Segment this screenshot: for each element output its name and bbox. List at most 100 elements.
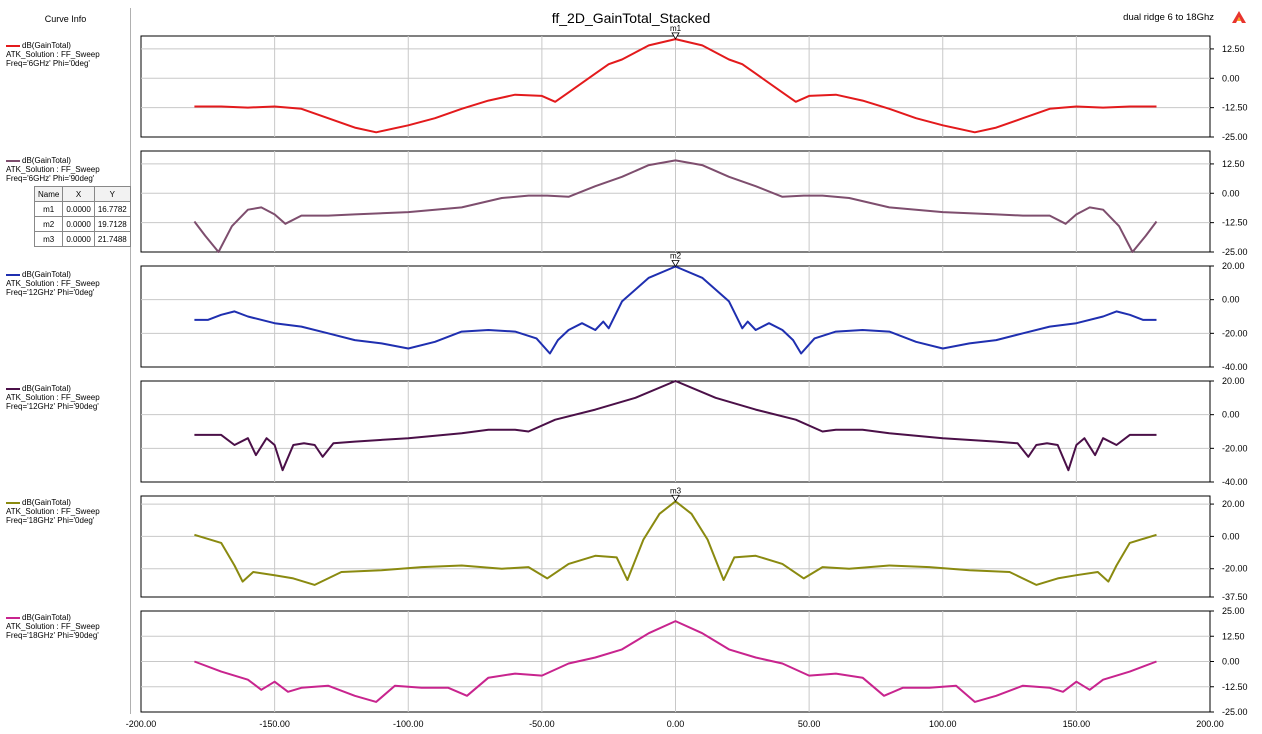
y-tick-label: -12.50 xyxy=(1222,103,1248,113)
y-tick-label: -20.00 xyxy=(1222,443,1248,453)
y-tick-label: -40.00 xyxy=(1222,477,1248,487)
y-tick-label: -25.00 xyxy=(1222,707,1248,717)
x-tick-label: 50.00 xyxy=(798,719,821,729)
legend-quantity: dB(GainTotal) xyxy=(22,613,71,622)
marker-table-header-name: Name xyxy=(33,186,64,202)
legend-quantity: dB(GainTotal) xyxy=(22,270,71,279)
y-tick-label: 0.00 xyxy=(1222,295,1240,305)
x-tick-label: 150.00 xyxy=(1063,719,1091,729)
legend-variation: Freq='18GHz' Phi='0deg' xyxy=(6,516,95,525)
plot-panel: 20.00 0.00 -20.00 -37.50 m3 xyxy=(140,486,1248,602)
y-tick-label: -12.50 xyxy=(1222,682,1248,692)
x-tick-label: 200.00 xyxy=(1196,719,1224,729)
x-tick-label: 100.00 xyxy=(929,719,957,729)
series-line xyxy=(194,620,1157,703)
series-line xyxy=(194,380,1157,472)
legend-entry[interactable]: dB(GainTotal) ATK_Solution : FF_Sweep Freq… xyxy=(6,613,130,640)
legend-entry[interactable]: dB(GainTotal) ATK_Solution : FF_Sweep Freq… xyxy=(6,270,130,297)
y-tick-label: -25.00 xyxy=(1222,132,1248,142)
marker-y: 21.7488 xyxy=(93,231,131,247)
project-name: dual ridge 6 to 18Ghz xyxy=(1123,12,1214,23)
legend-quantity: dB(GainTotal) xyxy=(22,156,71,165)
legend-swatch xyxy=(6,616,20,619)
marker-table-row[interactable]: m2 0.0000 19.7128 xyxy=(33,216,131,232)
curve-info-header: Curve Info xyxy=(44,14,87,24)
legend-solution: ATK_Solution : FF_Sweep xyxy=(6,165,100,174)
x-tick-label: -50.00 xyxy=(529,719,555,729)
legend-variation: Freq='12GHz' Phi='90deg' xyxy=(6,402,99,411)
legend-solution: ATK_Solution : FF_Sweep xyxy=(6,507,100,516)
x-tick-label: 0.00 xyxy=(667,719,685,729)
legend-variation: Freq='18GHz' Phi='90deg' xyxy=(6,631,99,640)
x-tick-label: -150.00 xyxy=(259,719,290,729)
marker-x: 0.0000 xyxy=(62,201,95,217)
y-tick-label: 12.50 xyxy=(1222,44,1245,54)
y-tick-label: 25.00 xyxy=(1222,606,1245,616)
legend-entry[interactable]: dB(GainTotal) ATK_Solution : FF_Sweep Freq… xyxy=(6,41,130,68)
y-tick-label: 12.50 xyxy=(1222,631,1245,641)
y-tick-label: -20.00 xyxy=(1222,328,1248,338)
y-tick-label: 0.00 xyxy=(1222,657,1240,667)
y-tick-label: -40.00 xyxy=(1222,362,1248,372)
y-tick-label: 0.00 xyxy=(1222,188,1240,198)
marker-triangle xyxy=(671,260,680,268)
plot-panel: 25.00 12.50 0.00 -12.50 -25.00 xyxy=(140,606,1248,717)
legend-variation: Freq='6GHz' Phi='90deg' xyxy=(6,174,95,183)
y-tick-label: 20.00 xyxy=(1222,376,1245,386)
y-tick-label: 0.00 xyxy=(1222,531,1240,541)
y-tick-label: 0.00 xyxy=(1222,410,1240,420)
legend-swatch xyxy=(6,387,20,390)
y-tick-label: -25.00 xyxy=(1222,247,1248,257)
plot-panel: 12.50 0.00 -12.50 -25.00 xyxy=(140,150,1248,257)
legend-quantity: dB(GainTotal) xyxy=(22,41,71,50)
y-tick-label: -37.50 xyxy=(1222,592,1248,602)
chart-title: ff_2D_GainTotal_Stacked xyxy=(551,10,711,26)
ansys-logo-icon xyxy=(1232,11,1246,23)
marker-triangle xyxy=(671,494,680,503)
y-tick-label: -12.50 xyxy=(1222,218,1248,228)
legend-solution: ATK_Solution : FF_Sweep xyxy=(6,393,100,402)
legend-swatch xyxy=(6,273,20,276)
legend-solution: ATK_Solution : FF_Sweep xyxy=(6,279,100,288)
marker-triangle xyxy=(671,32,680,40)
marker-table-header-x: X xyxy=(62,186,95,202)
marker-name: m1 xyxy=(33,201,64,217)
legend-entry[interactable]: dB(GainTotal) ATK_Solution : FF_Sweep Freq… xyxy=(6,156,130,183)
legend-swatch xyxy=(6,44,20,47)
y-tick-label: 0.00 xyxy=(1222,73,1240,83)
marker-x: 0.0000 xyxy=(62,231,95,247)
y-tick-label: -20.00 xyxy=(1222,564,1248,574)
marker-label: m3 xyxy=(670,486,682,495)
legend-variation: Freq='6GHz' Phi='0deg' xyxy=(6,59,90,68)
marker-table-header-y: Y xyxy=(93,186,131,202)
marker-name: m2 xyxy=(33,216,64,232)
legend-quantity: dB(GainTotal) xyxy=(22,498,71,507)
y-tick-label: 12.50 xyxy=(1222,159,1245,169)
legend-entry[interactable]: dB(GainTotal) ATK_Solution : FF_Sweep Freq… xyxy=(6,498,130,525)
sidebar-divider xyxy=(130,8,131,714)
legend-entry[interactable]: dB(GainTotal) ATK_Solution : FF_Sweep Freq… xyxy=(6,384,130,411)
marker-name: m3 xyxy=(33,231,64,247)
legend-variation: Freq='12GHz' Phi='0deg' xyxy=(6,288,95,297)
legend-solution: ATK_Solution : FF_Sweep xyxy=(6,50,100,59)
plot-panel: 20.00 0.00 -20.00 -40.00 m2 xyxy=(140,251,1248,372)
series-line xyxy=(193,159,1158,253)
y-tick-label: 20.00 xyxy=(1222,261,1245,271)
marker-label: m1 xyxy=(670,24,682,33)
marker-y: 16.7782 xyxy=(93,201,131,217)
legend-quantity: dB(GainTotal) xyxy=(22,384,71,393)
marker-x: 0.0000 xyxy=(62,216,95,232)
curve-info-panel: Curve Info dB(GainTotal) ATK_Solution : F… xyxy=(0,0,131,734)
marker-y: 19.7128 xyxy=(93,216,131,232)
marker-table-row[interactable]: m1 0.0000 16.7782 xyxy=(33,201,131,217)
x-tick-label: -100.00 xyxy=(393,719,424,729)
legend-swatch xyxy=(6,501,20,504)
marker-table[interactable]: Name X Y m1 0.0000 16.7782 m2 0.0000 19.… xyxy=(33,186,131,247)
plot-panel: 20.00 0.00 -20.00 -40.00 xyxy=(140,376,1248,487)
marker-table-row[interactable]: m3 0.0000 21.7488 xyxy=(33,231,131,247)
legend-solution: ATK_Solution : FF_Sweep xyxy=(6,622,100,631)
marker-label: m2 xyxy=(670,251,682,260)
x-tick-label: -200.00 xyxy=(126,719,157,729)
legend-swatch xyxy=(6,159,20,162)
